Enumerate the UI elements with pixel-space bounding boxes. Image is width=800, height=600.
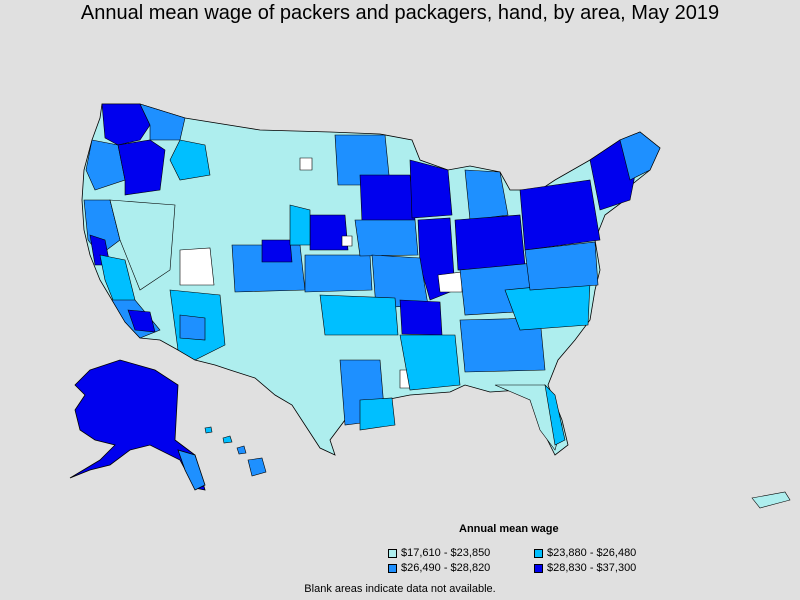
legend-swatch-1: [388, 548, 397, 558]
legend-swatch-2: [534, 548, 543, 558]
legend: Annual mean wage $17,610 - $23,850 $23,8…: [384, 520, 684, 584]
region-mi: [464, 169, 509, 221]
region-az-phx: [179, 314, 206, 341]
legend-title: Annual mean wage: [459, 523, 559, 535]
alaska-shape: [69, 359, 206, 491]
region-ne-west: [289, 204, 311, 246]
legend-label-1: $17,610 - $23,850: [401, 547, 491, 559]
region-nd-blank: [299, 157, 313, 171]
legend-swatch-4: [534, 563, 543, 573]
legend-label-2: $23,880 - $26,480: [547, 547, 637, 559]
hawaii-big-island: [247, 457, 267, 477]
region-al-ga: [459, 317, 546, 373]
legend-item-3: $26,490 - $28,820: [388, 562, 490, 574]
region-mo-blank: [437, 271, 463, 293]
region-or-central: [117, 139, 166, 196]
puerto-rico-shape: [751, 491, 791, 509]
region-maine: [619, 131, 661, 181]
legend-label-3: $26,490 - $28,820: [401, 562, 491, 574]
region-ia-blank: [341, 235, 353, 247]
legend-swatch-3: [388, 563, 397, 573]
region-ny-pa: [519, 179, 601, 251]
legend-item-2: $23,880 - $26,480: [534, 547, 636, 559]
hawaii-oahu: [222, 435, 233, 444]
region-co-denver: [261, 239, 293, 263]
region-id-north: [169, 139, 211, 181]
region-wa-east: [139, 103, 186, 141]
region-carolinas: [504, 281, 591, 331]
puerto-rico: [751, 491, 791, 509]
legend-label-4: $28,830 - $37,300: [547, 562, 637, 574]
region-la-ms: [399, 334, 461, 391]
region-ar: [399, 299, 443, 336]
region-ks: [304, 254, 373, 293]
alaska-southeast: [177, 449, 206, 491]
wage-regions: [83, 103, 661, 451]
legend-item-1: $17,610 - $23,850: [388, 547, 490, 559]
region-ia: [354, 219, 419, 257]
hawaii-kauai: [204, 426, 213, 434]
footnote: Blank areas indicate data not available.: [304, 583, 496, 595]
region-va-md: [524, 241, 599, 291]
region-ut-blank: [179, 247, 215, 286]
region-mn: [359, 174, 416, 223]
region-or-west: [85, 139, 126, 191]
region-wi: [409, 159, 453, 219]
map-title: Annual mean wage of packers and packager…: [80, 2, 720, 24]
legend-item-4: $28,830 - $37,300: [534, 562, 636, 574]
region-tx-houston: [359, 397, 396, 431]
hawaii: [204, 426, 267, 477]
region-fl-east: [544, 384, 566, 446]
region-ok: [319, 294, 399, 336]
region-ca-la: [127, 309, 156, 333]
hawaii-maui: [236, 445, 247, 455]
alaska: [69, 359, 206, 491]
region-in-oh: [454, 214, 526, 271]
region-nv: [109, 199, 176, 291]
